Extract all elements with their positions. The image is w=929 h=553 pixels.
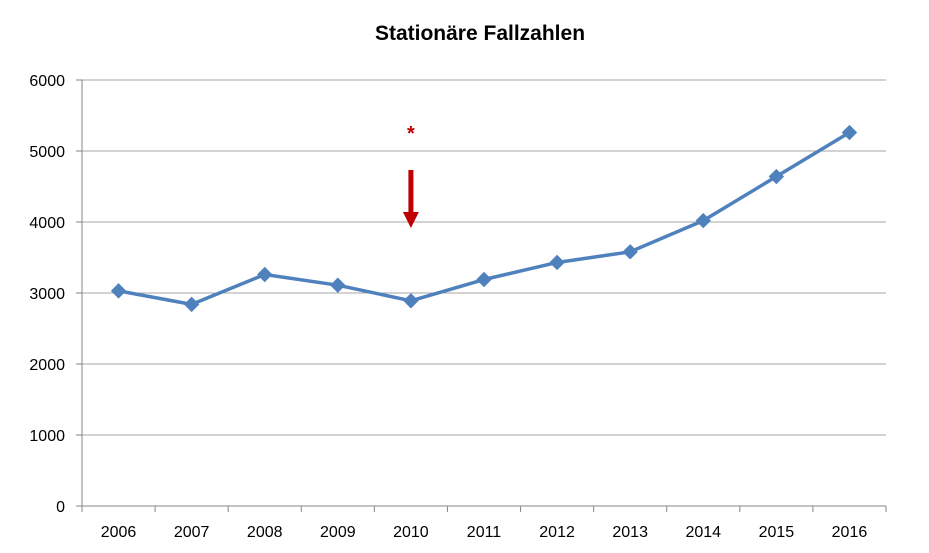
x-axis-tick-labels: 2006 2007 2008 2009 2010 2011 2012 2013 2014 2015… <box>101 524 868 541</box>
series-layer <box>110 124 858 313</box>
x-tick-label-2014: 2014 <box>685 524 721 541</box>
x-tick-label-2016: 2016 <box>832 524 868 541</box>
data-point-2007 <box>183 296 200 313</box>
gridlines <box>82 79 886 436</box>
y-tick-label: 0 <box>56 499 65 516</box>
y-tick-label: 4000 <box>29 215 65 232</box>
annotation-arrow-head <box>402 212 419 228</box>
y-axis-tick-labels: 0 1000 2000 3000 4000 5000 6000 <box>29 73 65 516</box>
data-point-2014 <box>695 212 711 229</box>
y-tick-label: 6000 <box>29 73 65 90</box>
y-tick-label: 1000 <box>29 428 65 445</box>
x-tick-label-2009: 2009 <box>320 524 356 541</box>
data-point-2013 <box>622 244 638 260</box>
y-tick-label: 2000 <box>29 357 65 374</box>
x-tick-label-2008: 2008 <box>247 524 283 541</box>
x-tick-label-2015: 2015 <box>759 524 795 541</box>
data-point-2008 <box>257 266 273 283</box>
x-tick-label-2012: 2012 <box>539 524 575 541</box>
data-point-2010 <box>403 293 419 309</box>
x-tick-label-2006: 2006 <box>101 524 137 541</box>
data-point-2016 <box>841 124 858 141</box>
y-tick-label: 5000 <box>29 144 65 161</box>
chart-title: Stationäre Fallzahlen <box>375 22 585 45</box>
x-tick-label-2007: 2007 <box>174 524 210 541</box>
x-tick-label-2013: 2013 <box>612 524 648 541</box>
x-tick-label-2011: 2011 <box>467 524 502 541</box>
axes <box>76 79 887 512</box>
data-point-2011 <box>476 271 492 288</box>
annotation-asterisk: * <box>407 123 415 145</box>
y-tick-label: 3000 <box>29 286 65 303</box>
x-tick-label-2010: 2010 <box>393 524 429 541</box>
data-point-2012 <box>549 254 565 271</box>
data-point-2015 <box>768 168 785 185</box>
annotation-layer: * <box>402 123 419 228</box>
data-point-2009 <box>330 277 346 293</box>
data-point-2006 <box>110 283 127 299</box>
